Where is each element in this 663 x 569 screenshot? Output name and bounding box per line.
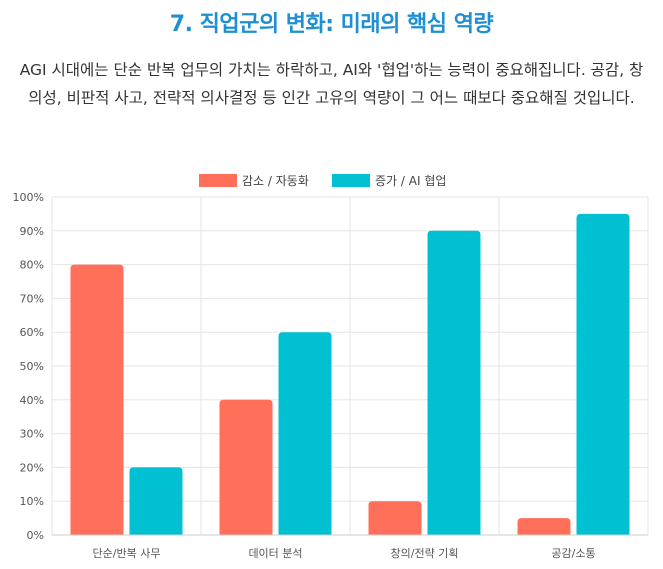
chart-bars: [70, 213, 630, 536]
y-tick-label: 50%: [20, 360, 44, 373]
page-title: 7. 직업군의 변화: 미래의 핵심 역량: [169, 12, 494, 37]
bar-increase-1: [278, 332, 332, 535]
legend-label-decrease: 감소 / 자동화: [242, 174, 309, 188]
y-tick-label: 60%: [20, 326, 44, 339]
bar-decrease-3: [517, 518, 571, 535]
x-axis: 단순/반복 사무 데이터 분석 창의/전략 기획 공감/소통: [52, 534, 648, 560]
x-tick-label: 창의/전략 기획: [391, 547, 459, 560]
y-tick-label: 10%: [20, 495, 44, 508]
bar-increase-2: [427, 230, 481, 536]
bar-decrease-0: [70, 264, 124, 535]
y-tick-label: 80%: [20, 259, 44, 272]
y-axis: 0% 10% 20% 30% 40% 50% 60% 70% 80% 90% 100%: [13, 191, 44, 542]
page-description: AGI 시대에는 단순 반복 업무의 가치는 하락하고, AI와 '협업'하는 …: [19, 61, 644, 107]
legend-swatch-decrease: [199, 174, 237, 187]
y-tick-label: 90%: [20, 225, 44, 238]
y-tick-label: 40%: [20, 394, 44, 407]
x-tick-label: 공감/소통: [551, 547, 595, 560]
bar-decrease-1: [219, 399, 273, 535]
chart-legend: 감소 / 자동화 증가 / AI 협업: [199, 174, 446, 188]
y-tick-label: 100%: [13, 191, 44, 204]
bar-decrease-2: [368, 501, 422, 535]
y-tick-label: 0%: [27, 529, 44, 542]
y-tick-label: 70%: [20, 292, 44, 305]
y-tick-label: 30%: [20, 428, 44, 441]
y-tick-label: 20%: [20, 461, 44, 474]
x-tick-label: 데이터 분석: [248, 547, 302, 560]
x-tick-label: 단순/반복 사무: [93, 547, 161, 560]
bar-increase-3: [576, 213, 630, 535]
chart-grid: [51, 196, 649, 536]
legend-label-increase: 증가 / AI 협업: [375, 174, 446, 188]
bar-increase-0: [129, 467, 183, 535]
legend-swatch-increase: [332, 174, 370, 187]
